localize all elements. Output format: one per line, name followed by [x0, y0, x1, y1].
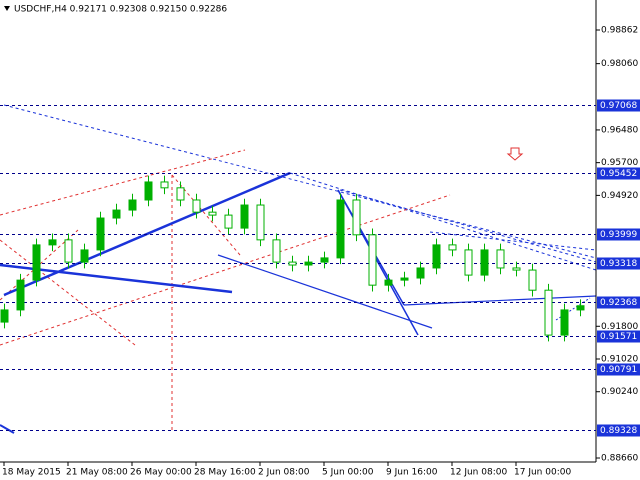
y-tick-label: 0.94920 — [601, 191, 638, 201]
level-label: 0.92368 — [600, 298, 637, 308]
y-tick-label: 0.90240 — [601, 387, 638, 397]
candle-body — [288, 261, 297, 266]
trend-line — [403, 295, 597, 306]
candle-body — [48, 239, 57, 246]
x-tick-label: 12 Jun 08:00 — [450, 468, 507, 478]
y-tick-label: 0.98862 — [601, 25, 638, 35]
candle-body — [64, 239, 73, 263]
y-tick-label: 0.91800 — [601, 322, 638, 332]
candle-body — [144, 181, 153, 201]
candle-body — [432, 244, 441, 269]
level-label-box — [597, 296, 640, 309]
candle-body — [16, 279, 25, 311]
trend-line — [217, 254, 433, 329]
level-label: 0.93318 — [600, 259, 637, 269]
candle-body — [112, 209, 121, 219]
trend-line — [337, 189, 419, 336]
x-tick-label: 2 Jun 08:00 — [258, 468, 310, 478]
candle-body — [176, 187, 185, 201]
candle-body — [512, 267, 521, 271]
y-tick-label: 0.98060 — [601, 59, 638, 69]
candle-body — [320, 257, 329, 263]
candle-body — [336, 199, 345, 259]
candle-body — [160, 181, 169, 189]
candle-body — [448, 244, 457, 251]
candle-body — [352, 199, 361, 236]
x-tick-label: 26 May 00:00 — [130, 468, 192, 478]
y-tick-label: 0.95700 — [601, 158, 638, 168]
candle-body — [256, 204, 265, 241]
level-label: 0.89328 — [600, 426, 637, 436]
x-tick-label: 9 Jun 16:00 — [386, 468, 438, 478]
level-label: 0.93999 — [600, 230, 637, 240]
y-tick-label: 0.88660 — [601, 454, 638, 464]
level-label: 0.91571 — [600, 332, 637, 342]
candle-body — [272, 239, 281, 263]
trend-line — [339, 189, 597, 263]
candle-body — [192, 199, 201, 213]
candle-body — [384, 279, 393, 286]
trend-line — [0, 424, 15, 434]
level-label: 0.95452 — [600, 169, 637, 179]
x-tick-label: 28 May 16:00 — [194, 468, 256, 478]
trend-line — [0, 149, 246, 216]
symbol-icon — [4, 6, 10, 11]
level-label-box — [597, 167, 640, 180]
level-label: 0.97068 — [600, 101, 637, 111]
level-label-box — [597, 99, 640, 112]
candle-body — [128, 199, 137, 211]
level-label-box — [597, 424, 640, 437]
candle-body — [560, 309, 569, 336]
candle-body — [480, 249, 489, 276]
candle-body — [208, 211, 217, 216]
x-tick-label: 5 Jun 00:00 — [322, 468, 374, 478]
level-label: 0.90791 — [600, 365, 637, 375]
candle-body — [544, 289, 553, 336]
candle-body — [496, 249, 505, 269]
candle-body — [368, 234, 377, 286]
candle-body — [32, 244, 41, 281]
chart-title: USDCHF,H4 0.92171 0.92308 0.92150 0.9228… — [14, 5, 227, 15]
candle-body — [240, 204, 249, 229]
level-label-box — [597, 228, 640, 241]
candle-body — [0, 309, 9, 323]
y-tick-label: 0.96480 — [601, 125, 638, 135]
level-label-box — [597, 330, 640, 343]
trend-line — [0, 239, 136, 346]
trend-line — [555, 297, 591, 321]
candle-body — [416, 267, 425, 279]
candle-body — [464, 249, 473, 276]
level-label-box — [597, 257, 640, 270]
trend-line — [429, 231, 597, 251]
candle-body — [528, 269, 537, 291]
candle-body — [400, 277, 409, 281]
trend-line — [0, 194, 451, 346]
x-tick-label: 17 Jun 00:00 — [514, 468, 571, 478]
x-tick-label: 21 May 08:00 — [66, 468, 128, 478]
y-tick-label: 0.91020 — [601, 355, 638, 365]
level-label-box — [597, 363, 640, 376]
candle-body — [304, 261, 313, 266]
candle-body — [96, 217, 105, 251]
down-arrow-icon — [506, 147, 524, 161]
candle-body — [224, 214, 233, 229]
candle-body — [576, 305, 585, 311]
x-tick-label: 18 May 2015 — [2, 468, 61, 478]
candle-body — [80, 249, 89, 263]
